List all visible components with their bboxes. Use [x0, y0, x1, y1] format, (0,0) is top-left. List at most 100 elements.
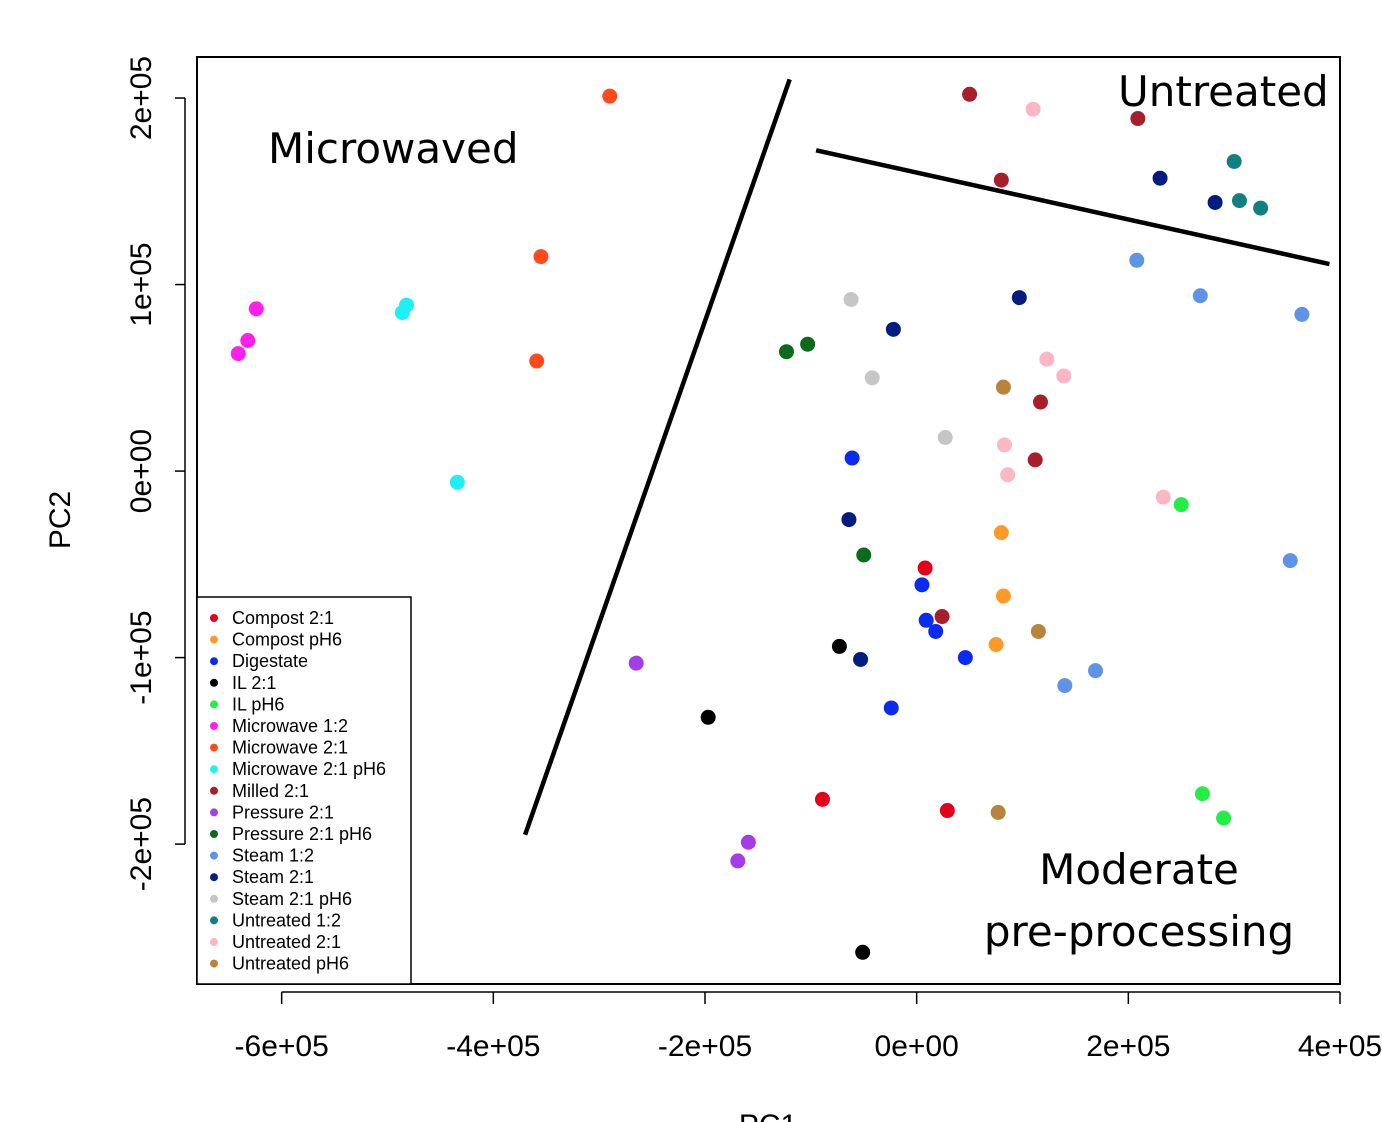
data-point	[957, 650, 973, 666]
legend-swatch	[210, 873, 218, 882]
annotation-pre-processing: pre-processing	[984, 907, 1294, 956]
data-point	[939, 803, 955, 819]
data-point	[993, 525, 1009, 541]
data-point	[700, 709, 716, 725]
annotation-microwaved: Microwaved	[268, 124, 518, 173]
data-point	[240, 333, 256, 349]
data-point	[1173, 497, 1189, 513]
legend-label: Untreated 1:2	[232, 910, 341, 930]
data-point	[1194, 786, 1210, 802]
data-point	[814, 791, 830, 807]
data-point	[449, 474, 465, 490]
legend-swatch	[210, 722, 218, 730]
data-point	[730, 853, 746, 869]
data-point	[841, 512, 857, 528]
legend-label: Untreated pH6	[232, 954, 349, 974]
data-point	[529, 353, 545, 369]
data-point	[1027, 452, 1043, 468]
divider-line	[522, 78, 792, 836]
legend-label: Pressure 2:1 pH6	[232, 824, 372, 844]
legend-swatch	[210, 614, 218, 622]
data-point	[1000, 467, 1016, 483]
y-axis-title: PC2	[44, 491, 77, 549]
data-point	[1253, 200, 1269, 216]
data-point	[928, 623, 944, 639]
legend-swatch	[210, 808, 218, 817]
data-point	[800, 336, 816, 352]
y-axis: -2e+05 -1e+05 0e+00 1e+05 2e+05	[125, 56, 186, 891]
data-point	[1152, 170, 1168, 186]
y-tick-label: 2e+05	[125, 56, 158, 140]
plot-frame	[196, 56, 1341, 985]
legend-label: Untreated 2:1	[232, 932, 341, 952]
legend-swatch	[210, 765, 218, 774]
x-tick-label: 4e+05	[1298, 1030, 1382, 1063]
legend-label: IL pH6	[232, 694, 284, 714]
data-point	[1057, 678, 1073, 694]
data-point	[1226, 153, 1242, 169]
data-point	[533, 249, 549, 265]
data-point	[1216, 810, 1232, 826]
data-point	[394, 305, 410, 321]
data-point	[1294, 306, 1310, 322]
legend-swatch	[210, 938, 218, 946]
legend-swatch	[210, 700, 218, 709]
y-tick-label: 1e+05	[125, 242, 158, 326]
legend-swatch	[210, 851, 218, 860]
legend-swatch	[210, 916, 218, 925]
data-point	[831, 638, 847, 654]
data-point	[1282, 553, 1298, 569]
data-point	[1192, 288, 1208, 304]
data-point	[934, 609, 950, 625]
data-point	[1011, 290, 1027, 306]
data-point	[995, 379, 1011, 395]
data-point	[855, 944, 871, 960]
legend-box	[196, 596, 412, 985]
y-tick-label: -1e+05	[125, 610, 158, 704]
legend-label: Milled 2:1	[232, 781, 309, 801]
data-point	[230, 346, 246, 362]
data-point	[1039, 351, 1055, 367]
y-tick-label: 0e+00	[125, 429, 158, 513]
legend-label: Compost 2:1	[232, 608, 334, 628]
data-point	[937, 429, 953, 445]
x-tick-label: -2e+05	[658, 1030, 752, 1063]
data-point	[1032, 394, 1048, 410]
data-point	[1207, 194, 1223, 210]
data-point	[993, 172, 1009, 188]
legend-swatch	[210, 635, 218, 644]
legend-label: Digestate	[232, 651, 308, 671]
data-point	[1129, 252, 1145, 268]
legend-label: Steam 2:1	[232, 867, 314, 887]
data-point	[995, 588, 1011, 604]
legend-swatch	[210, 894, 218, 903]
data-point	[778, 344, 794, 360]
data-point	[843, 291, 859, 307]
legend-label: Microwave 1:2	[232, 716, 348, 736]
legend-swatch	[210, 830, 218, 838]
divider-lines	[522, 78, 1330, 836]
data-points	[230, 86, 1310, 960]
data-point	[864, 370, 880, 386]
y-tick-label: -2e+05	[125, 797, 158, 891]
data-point	[856, 547, 872, 563]
data-point	[740, 834, 756, 850]
data-point	[844, 450, 860, 466]
data-point	[997, 437, 1013, 453]
data-point	[1088, 663, 1104, 679]
legend-label: Compost pH6	[232, 630, 342, 650]
data-point	[988, 637, 1004, 653]
x-tick-label: 2e+05	[1086, 1030, 1170, 1063]
annotation-moderate: Moderate	[1039, 845, 1239, 894]
data-point	[248, 301, 264, 317]
data-point	[1025, 101, 1041, 117]
data-point	[1231, 193, 1247, 209]
data-point	[990, 804, 1006, 820]
annotation-untreated: Untreated	[1118, 67, 1329, 116]
data-point	[1030, 623, 1046, 639]
data-point	[853, 651, 869, 667]
legend-label: Steam 1:2	[232, 846, 314, 866]
data-point	[628, 655, 644, 671]
data-point	[602, 88, 618, 104]
data-point	[918, 612, 934, 628]
